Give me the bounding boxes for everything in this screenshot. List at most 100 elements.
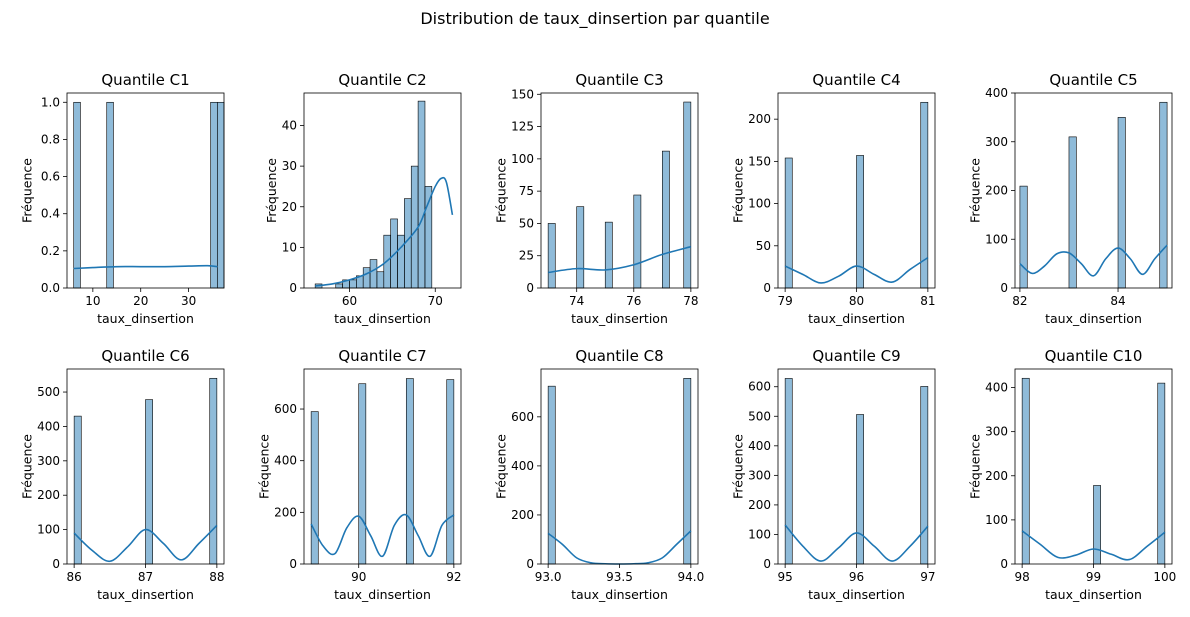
y-tick-label: 200 xyxy=(748,498,771,512)
y-tick-label: 100 xyxy=(985,513,1008,527)
x-tick-label: 93.0 xyxy=(535,570,562,584)
y-tick-label: 600 xyxy=(748,380,771,394)
histogram-bar xyxy=(358,383,367,565)
y-tick-label: 200 xyxy=(37,488,60,502)
histogram-bar xyxy=(410,165,419,289)
y-tick-label: 0.2 xyxy=(41,244,60,258)
y-tick-label: 0 xyxy=(289,557,297,571)
subplot-title: Quantile C1 xyxy=(101,71,189,89)
subplot-title: Quantile C10 xyxy=(1045,347,1143,365)
y-axis-label: Fréquence xyxy=(968,158,983,223)
y-tick-label: 150 xyxy=(748,154,771,168)
kde-line xyxy=(547,530,692,565)
y-tick-label: 20 xyxy=(282,200,297,214)
y-tick-label: 100 xyxy=(37,523,60,537)
subplot-4: 79 80 81 0 50 100 150 200 Quantile C4 taux_dinser… xyxy=(731,71,936,326)
y-tick-label: 150 xyxy=(511,87,534,101)
histogram-bar xyxy=(210,101,218,289)
y-tick-label: 0.0 xyxy=(41,281,60,295)
histogram-bar xyxy=(662,150,670,289)
y-axis-label: Fréquence xyxy=(494,434,509,499)
kde-line xyxy=(73,524,218,563)
kde-line xyxy=(1019,244,1168,277)
x-tick-label: 74 xyxy=(569,294,584,308)
y-tick-label: 200 xyxy=(985,184,1008,198)
histogram-bar xyxy=(335,283,343,289)
x-tick-label: 76 xyxy=(626,294,641,308)
x-tick-label: 82 xyxy=(1012,294,1027,308)
x-tick-label: 96 xyxy=(849,570,864,584)
axes-frame xyxy=(303,368,462,565)
x-tick-label: 93.5 xyxy=(606,570,633,584)
y-tick-label: 75 xyxy=(519,184,534,198)
histogram-bar xyxy=(362,267,371,289)
subplot-title: Quantile C5 xyxy=(1049,71,1137,89)
subplot-title: Quantile C6 xyxy=(101,347,189,365)
y-tick-label: 0 xyxy=(526,281,534,295)
subplot-10: 98 99 100 0 100 200 300 400 Quantile C10 taux_din… xyxy=(968,347,1177,602)
y-tick-label: 400 xyxy=(37,419,60,433)
axes-frame xyxy=(66,92,225,289)
histogram-bar xyxy=(547,223,556,289)
histogram-bar xyxy=(1117,117,1126,289)
y-axis-label: Fréquence xyxy=(257,434,272,499)
kde-line xyxy=(310,513,455,558)
y-tick-label: 300 xyxy=(985,425,1008,439)
y-tick-label: 500 xyxy=(748,409,771,423)
y-tick-label: 300 xyxy=(748,468,771,482)
subplot-8: 93.0 93.5 94.0 0 200 400 600 Quantile C8 taux_di… xyxy=(494,347,705,602)
x-axis-label: taux_dinsertion xyxy=(97,587,194,602)
y-axis-label: Fréquence xyxy=(264,158,279,223)
histogram-bar xyxy=(349,279,357,289)
subplot-2: 60 70 0 10 20 30 40 Quantile C2 taux_dinsertion F… xyxy=(264,71,462,326)
subplot-title: Quantile C2 xyxy=(338,71,426,89)
histogram-bar xyxy=(683,101,692,289)
histogram-bar xyxy=(856,414,864,565)
x-tick-label: 92 xyxy=(446,570,461,584)
y-tick-label: 200 xyxy=(985,469,1008,483)
kde-line xyxy=(73,264,218,270)
y-tick-label: 500 xyxy=(37,385,60,399)
subplot-title: Quantile C9 xyxy=(812,347,900,365)
y-tick-label: 50 xyxy=(756,239,771,253)
x-tick-label: 79 xyxy=(777,294,792,308)
histogram-bar xyxy=(604,221,613,289)
y-tick-label: 200 xyxy=(274,505,297,519)
x-axis-label: taux_dinsertion xyxy=(808,311,905,326)
x-tick-label: 90 xyxy=(351,570,366,584)
histogram-bar xyxy=(1019,185,1028,289)
x-tick-label: 88 xyxy=(209,570,224,584)
y-tick-label: 400 xyxy=(748,439,771,453)
y-tick-label: 100 xyxy=(985,232,1008,246)
y-axis-label: Fréquence xyxy=(731,434,746,499)
x-axis-label: taux_dinsertion xyxy=(334,587,431,602)
histogram-bar xyxy=(920,386,929,565)
x-tick-label: 78 xyxy=(683,294,698,308)
y-tick-label: 40 xyxy=(282,119,297,133)
x-axis-label: taux_dinsertion xyxy=(1045,311,1142,326)
axes-frame xyxy=(540,368,699,565)
x-tick-label: 20 xyxy=(133,294,148,308)
x-tick-label: 84 xyxy=(1110,294,1125,308)
histogram-bar xyxy=(405,378,414,565)
y-tick-label: 600 xyxy=(511,410,534,424)
y-tick-label: 0 xyxy=(763,281,771,295)
x-tick-label: 10 xyxy=(85,294,100,308)
subplot-1: 10 20 30 0.0 0.2 0.4 0.6 0.8 1.0 Quantile C1 taux_… xyxy=(20,71,225,326)
y-tick-label: 1.0 xyxy=(41,95,60,109)
histogram-bar xyxy=(576,206,585,289)
y-tick-label: 25 xyxy=(519,249,534,263)
x-axis-label: taux_dinsertion xyxy=(1045,587,1142,602)
histogram-bar xyxy=(446,379,455,565)
histogram-bar xyxy=(1068,136,1077,289)
histogram-bar xyxy=(216,101,225,289)
histogram-bar xyxy=(73,415,82,565)
y-tick-label: 400 xyxy=(274,454,297,468)
subplot-5: 82 84 0 100 200 300 400 Quantile C5 taux_dinsert… xyxy=(968,71,1173,326)
y-tick-label: 100 xyxy=(748,527,771,541)
y-tick-label: 0 xyxy=(526,557,534,571)
subplot-9: 95 96 97 0 100 200 300 400 500 600 Quantile C9 taux… xyxy=(731,347,936,602)
x-tick-label: 100 xyxy=(1153,570,1176,584)
subplot-title: Quantile C3 xyxy=(575,71,663,89)
